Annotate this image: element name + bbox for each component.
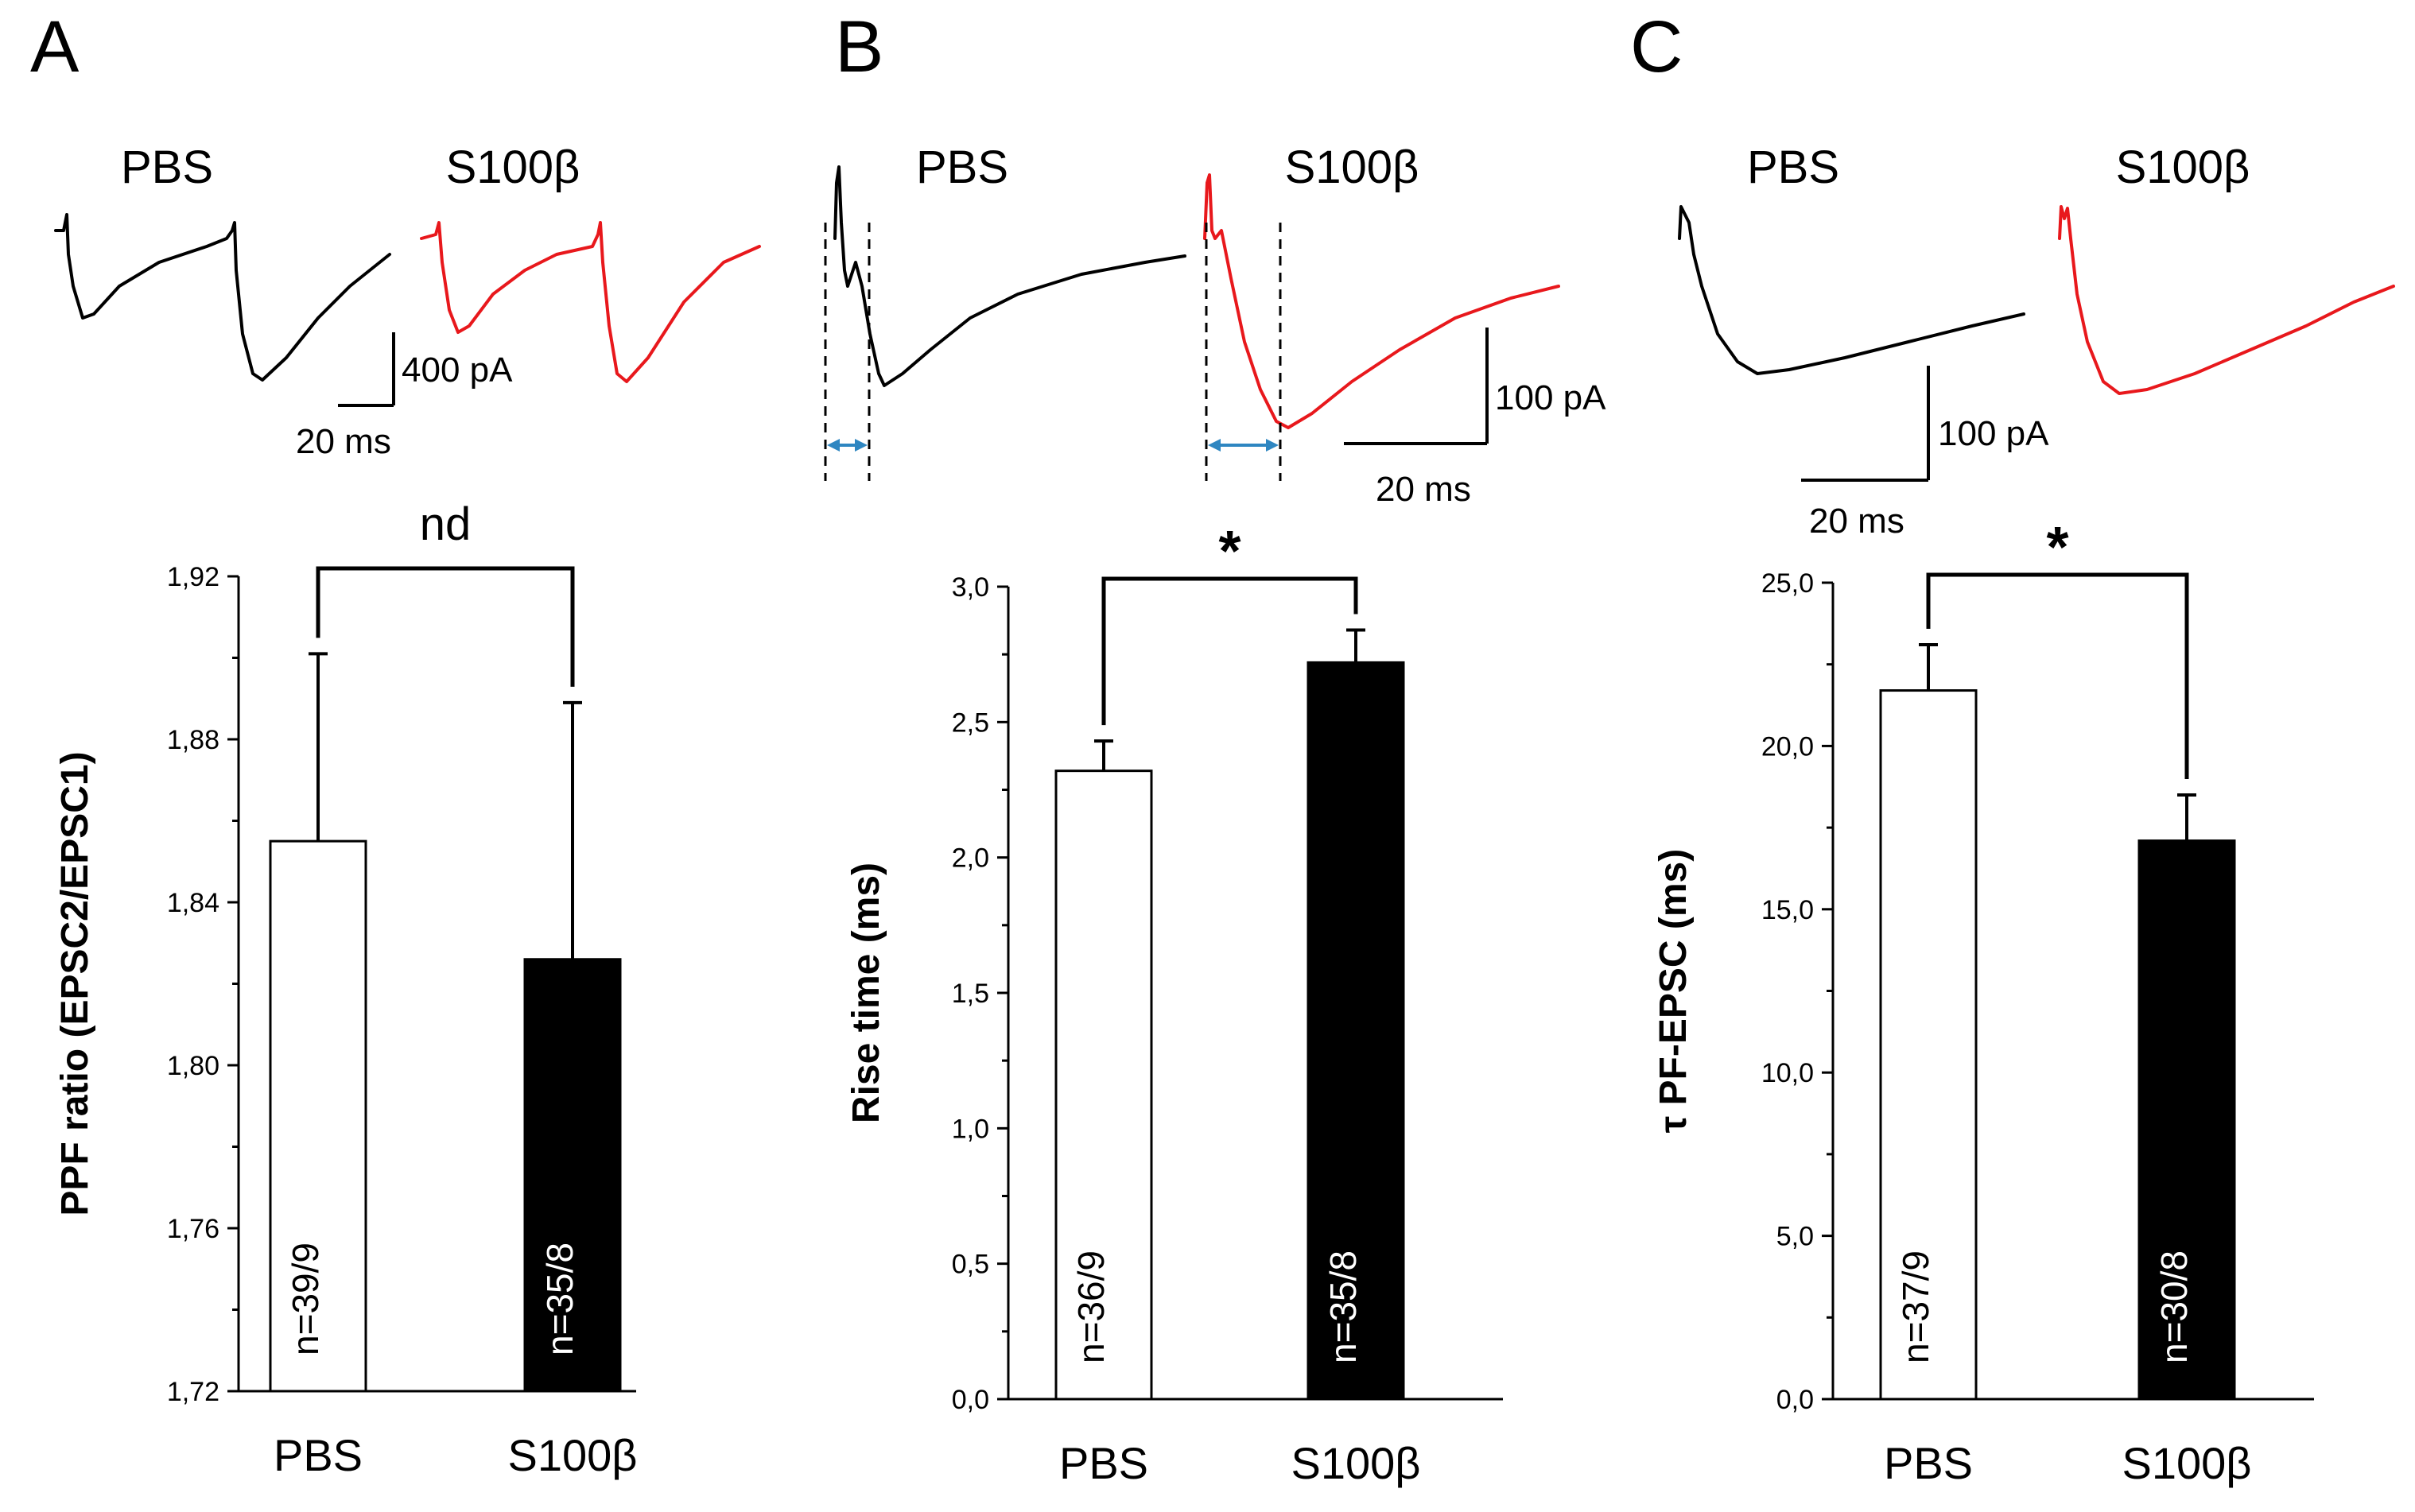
category-label: PBS — [1059, 1438, 1148, 1488]
arrowhead-right — [855, 439, 868, 452]
trace-label-s100b: S100β — [1285, 142, 1419, 193]
trace-label-s100b: S100β — [446, 142, 580, 193]
y-tick-label: 1,72 — [167, 1377, 219, 1407]
n-label: n=37/9 — [1895, 1250, 1936, 1363]
y-tick-label: 1,80 — [167, 1051, 219, 1081]
category-label: PBS — [274, 1430, 363, 1480]
significance-bracket — [1101, 576, 1358, 726]
category-label: PBS — [1884, 1438, 1973, 1488]
y-tick-label: 1,5 — [952, 979, 989, 1009]
category-label: S100β — [1291, 1438, 1421, 1488]
trace-label-pbs: PBS — [1747, 142, 1839, 193]
trace-label-pbs: PBS — [121, 142, 213, 193]
y-tick-label: 20,0 — [1761, 731, 1814, 762]
arrowhead-left — [827, 439, 840, 452]
scale-label-time: 20 ms — [296, 422, 391, 461]
y-tick-label: 5,0 — [1776, 1222, 1814, 1252]
bar-s100b — [1307, 661, 1405, 1401]
y-tick-label: 0,5 — [952, 1250, 989, 1280]
n-label: n=36/9 — [1070, 1250, 1112, 1363]
scale-label-amplitude: 400 pA — [402, 351, 513, 390]
y-tick-label: 1,0 — [952, 1114, 989, 1144]
y-tick-label: 1,76 — [167, 1214, 219, 1244]
y-tick-label: 15,0 — [1761, 895, 1814, 925]
bar-chart-2: 0,0 0,5 1,0 1,5 2,0 2,5 3,0 Rise time (ms) n=36/… — [845, 520, 1503, 1488]
panel-b: B PBS S100β 100 pA 20 ms — [824, 6, 1606, 509]
n-label: n=35/8 — [1322, 1250, 1364, 1363]
scale-label-amplitude: 100 pA — [1495, 378, 1606, 417]
epsc-trace-pbs — [833, 165, 1186, 387]
n-label: n=30/8 — [2153, 1250, 2195, 1363]
y-tick-label: 1,88 — [167, 725, 219, 755]
trace-label-s100b: S100β — [2116, 142, 2250, 193]
significance-label: nd — [420, 498, 472, 550]
y-tick-label: 2,0 — [952, 843, 989, 874]
y-axis-label: PPF ratio (EPSC2/EPSC1) — [54, 751, 96, 1215]
y-tick-label: 2,5 — [952, 708, 989, 738]
y-tick-label: 1,92 — [167, 562, 219, 592]
epsc-trace-pbs — [54, 213, 391, 382]
scale-label-amplitude: 100 pA — [1938, 414, 2049, 453]
bar-pbs — [269, 839, 367, 1393]
panel-c: C PBS S100β 100 pA 20 ms — [1630, 6, 2395, 541]
significance-bracket — [1926, 572, 2189, 780]
scale-label-time: 20 ms — [1809, 502, 1904, 541]
arrowhead-right — [1266, 439, 1279, 452]
panel-letter: B — [835, 6, 883, 87]
y-tick-label: 0,0 — [952, 1385, 989, 1415]
y-axis-label: Rise time (ms) — [845, 863, 887, 1123]
epsc-trace-pbs — [1678, 205, 2025, 375]
bar-pbs — [1879, 689, 1978, 1401]
significance-label: * — [1218, 520, 1241, 583]
y-tick-label: 10,0 — [1761, 1058, 1814, 1088]
bar-chart-3: 0,0 5,0 10,0 15,0 20,0 25,0 τ PF-EPSC (ms) n=37… — [1652, 516, 2314, 1488]
n-label: n=39/9 — [285, 1243, 326, 1355]
panel-letter: C — [1630, 6, 1683, 87]
y-tick-label: 25,0 — [1761, 568, 1814, 599]
significance-label: * — [2046, 516, 2068, 580]
epsc-trace-s100b — [420, 221, 761, 383]
category-label: S100β — [2122, 1438, 2252, 1488]
bar-pbs — [1054, 770, 1153, 1401]
y-tick-label: 1,84 — [167, 888, 219, 918]
epsc-trace-s100b — [1203, 173, 1560, 429]
y-tick-label: 3,0 — [952, 572, 989, 603]
panel-letter: A — [30, 6, 80, 87]
significance-bracket — [316, 566, 575, 687]
panels-root: A PBS S100β 400 pA 20 ms B PBS S100β 100 pA 20 ms… — [30, 6, 2395, 1488]
trace-label-pbs: PBS — [916, 142, 1008, 193]
scale-label-time: 20 ms — [1376, 470, 1471, 509]
epsc-trace-s100b — [2058, 205, 2395, 395]
n-label: n=35/8 — [539, 1243, 580, 1355]
category-label: S100β — [508, 1430, 638, 1480]
y-tick-label: 0,0 — [1776, 1385, 1814, 1415]
bar-s100b — [523, 958, 622, 1393]
arrowhead-left — [1208, 439, 1221, 452]
bar-chart-1: 1,72 1,76 1,80 1,84 1,88 1,92 PPF ratio (EPSC2… — [54, 498, 638, 1480]
panel-a: A PBS S100β 400 pA 20 ms — [30, 6, 761, 461]
y-axis-label: τ PF-EPSC (ms) — [1652, 849, 1695, 1133]
